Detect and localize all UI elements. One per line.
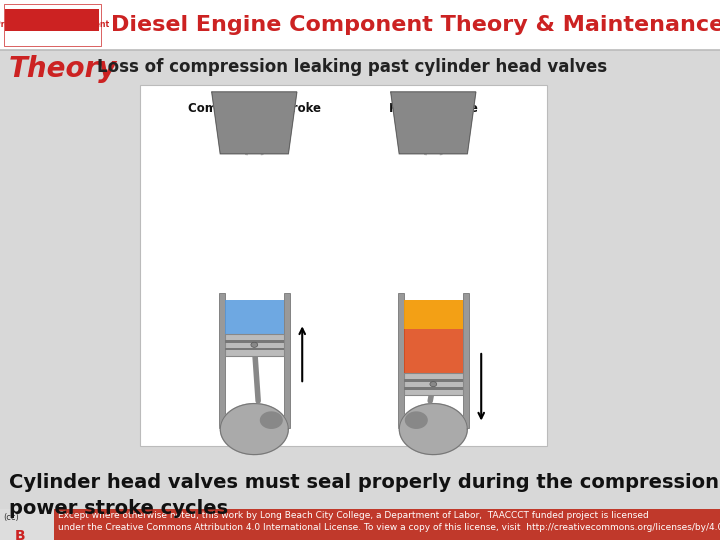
Circle shape bbox=[430, 382, 437, 387]
Polygon shape bbox=[391, 92, 476, 154]
Bar bbox=[5, 9, 99, 31]
Bar bbox=[404, 379, 463, 382]
Bar bbox=[4, 4, 101, 46]
Text: (cc): (cc) bbox=[4, 514, 19, 522]
Bar bbox=[225, 334, 284, 356]
Bar bbox=[463, 293, 469, 428]
Bar bbox=[404, 373, 463, 395]
Text: Loss of compression leaking past cylinder head valves: Loss of compression leaking past cylinde… bbox=[97, 58, 608, 76]
Bar bbox=[404, 300, 463, 329]
Polygon shape bbox=[261, 412, 282, 428]
Text: power stroke cycles: power stroke cycles bbox=[9, 500, 228, 518]
Text: B: B bbox=[14, 529, 25, 540]
Bar bbox=[397, 293, 404, 428]
Text: Diesel Engine Component Theory & Maintenance: Diesel Engine Component Theory & Mainten… bbox=[111, 15, 720, 35]
Bar bbox=[0, 509, 54, 540]
Text: Theory: Theory bbox=[9, 55, 117, 83]
Circle shape bbox=[251, 342, 258, 347]
Polygon shape bbox=[212, 92, 297, 154]
Bar bbox=[54, 509, 720, 540]
Bar bbox=[225, 348, 284, 350]
Polygon shape bbox=[405, 412, 427, 428]
Polygon shape bbox=[220, 403, 288, 455]
Bar bbox=[219, 293, 225, 428]
Bar bbox=[225, 300, 284, 334]
Text: Power Stroke: Power Stroke bbox=[389, 102, 478, 114]
Polygon shape bbox=[400, 403, 467, 455]
Bar bbox=[404, 300, 463, 373]
Bar bbox=[140, 85, 547, 445]
Text: Cylinder head valves must seal properly during the compression &: Cylinder head valves must seal properly … bbox=[9, 472, 720, 491]
Bar bbox=[225, 340, 284, 342]
Bar bbox=[284, 293, 290, 428]
Bar bbox=[0, 0, 720, 50]
Text: Training &
Professional Development: Training & Professional Development bbox=[0, 9, 109, 30]
Bar bbox=[404, 387, 463, 390]
Text: Except where otherwise noted, this work by Long Beach City College, a Department: Except where otherwise noted, this work … bbox=[58, 511, 720, 532]
Text: Compression Stroke: Compression Stroke bbox=[188, 102, 321, 114]
